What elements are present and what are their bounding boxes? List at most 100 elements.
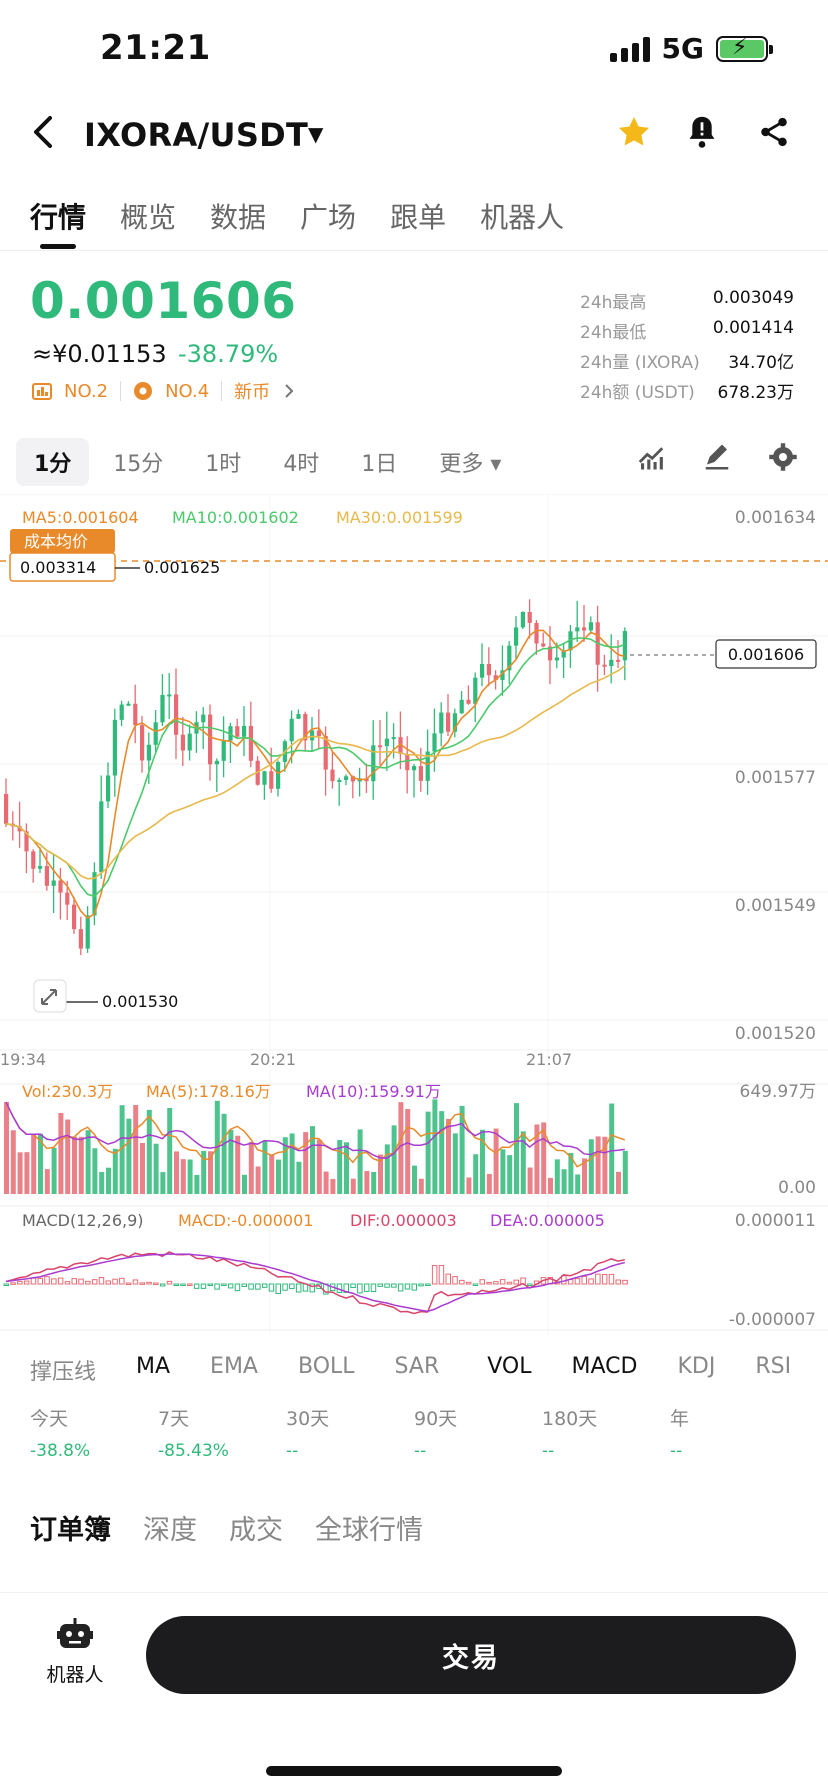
pair-title[interactable]: IXORA/USDT <box>84 116 309 154</box>
draw-pen-icon[interactable] <box>702 442 732 472</box>
candle-body <box>575 627 580 632</box>
candle-body <box>439 712 444 734</box>
time-axis-label: 20:21 <box>250 1050 296 1069</box>
macd-bar <box>44 1276 50 1285</box>
tab-depth[interactable]: 深度 <box>143 1515 197 1546</box>
tab-global[interactable]: 全球行情 <box>315 1515 423 1546</box>
volume-bar <box>44 1169 50 1194</box>
tab-square[interactable]: 广场 <box>300 201 357 234</box>
back-arrow-icon <box>34 116 52 148</box>
tf-15m[interactable]: 15分 <box>113 452 164 477</box>
ind-kdj[interactable]: KDJ <box>677 1354 716 1379</box>
macd-bar <box>282 1283 288 1291</box>
volume-bar <box>466 1177 472 1194</box>
candle-body <box>548 646 553 661</box>
tf-1d[interactable]: 1日 <box>361 452 398 477</box>
perf-label: 30天 <box>286 1408 330 1430</box>
tab-underline <box>40 244 76 249</box>
candle-body <box>446 712 451 732</box>
candle-body <box>602 664 607 667</box>
tf-1h[interactable]: 1时 <box>205 452 242 477</box>
signal-icon <box>609 36 650 62</box>
volume-bar <box>119 1105 125 1194</box>
favorite-star-icon[interactable] <box>612 110 656 154</box>
candle-body <box>133 703 138 726</box>
ind-vol[interactable]: VOL <box>487 1354 532 1379</box>
volume-bar <box>446 1118 451 1194</box>
tf-1m[interactable]: 1分 <box>16 438 90 486</box>
settings-gear-icon[interactable] <box>768 442 798 472</box>
ma30-legend: MA30:0.001599 <box>336 508 463 527</box>
tab-trades[interactable]: 成交 <box>229 1515 283 1546</box>
ind-support[interactable]: 撑压线 <box>30 1360 97 1385</box>
rank-icon <box>32 383 52 400</box>
volume-bar <box>146 1109 152 1194</box>
macd-bar <box>248 1283 254 1290</box>
macd-bar <box>91 1279 98 1285</box>
candle-body <box>527 612 532 623</box>
candle-body <box>616 659 621 662</box>
tab-overview[interactable]: 概览 <box>120 201 177 234</box>
price-alert-icon[interactable] <box>680 110 724 154</box>
volume-bar <box>378 1154 383 1194</box>
trade-label: 交易 <box>442 1642 500 1674</box>
ma-lines-layer <box>5 629 626 920</box>
volume-bar <box>255 1166 261 1194</box>
macd-bar <box>384 1283 390 1288</box>
time-axis-label: 21:07 <box>526 1050 572 1069</box>
expand-icon[interactable] <box>33 979 67 1013</box>
macd-bar <box>275 1283 281 1294</box>
volume-bar <box>228 1129 234 1194</box>
volume-bar <box>51 1147 57 1194</box>
candle-body <box>248 725 253 761</box>
ind-rsi[interactable]: RSI <box>755 1354 792 1379</box>
ind-sar[interactable]: SAR <box>394 1354 440 1379</box>
tf-more[interactable]: 更多 ▾ <box>439 452 502 477</box>
volume-bar <box>493 1128 499 1194</box>
volume-bar <box>4 1102 9 1194</box>
candle-body <box>391 737 396 740</box>
tab-market[interactable]: 行情 <box>30 201 87 234</box>
volume-bar <box>78 1136 84 1194</box>
kline-chart[interactable]: MA5:0.001604 MA10:0.001602 MA30:0.001599… <box>0 494 828 1344</box>
volume-bar <box>337 1140 343 1194</box>
macd-title: MACD(12,26,9) <box>22 1211 144 1230</box>
volume-bar <box>568 1152 574 1194</box>
ind-ema[interactable]: EMA <box>210 1354 258 1379</box>
stat-value: 0.003049 <box>712 288 794 308</box>
ind-ma[interactable]: MA <box>136 1354 171 1379</box>
chart-tools <box>636 442 798 472</box>
time-axis-label: 19:34 <box>0 1050 46 1069</box>
tab-copytrade[interactable]: 跟单 <box>390 201 447 234</box>
stat-value: 34.70亿 <box>728 353 794 373</box>
price-axis-label: 0.001520 <box>735 1024 816 1044</box>
candle-body <box>582 627 587 631</box>
tab-orderbook[interactable]: 订单簿 <box>30 1515 111 1546</box>
tf-4h[interactable]: 4时 <box>283 452 320 477</box>
back-button[interactable] <box>26 112 62 152</box>
robot-button[interactable]: 机器人 <box>40 1618 110 1687</box>
current-price-tag-bg <box>715 639 817 669</box>
volume-bar <box>595 1136 601 1194</box>
vol-axis-label: 649.97万 <box>740 1082 816 1102</box>
ind-boll[interactable]: BOLL <box>297 1354 355 1379</box>
volume-bar <box>248 1141 254 1194</box>
volume-bar <box>282 1137 288 1194</box>
volume-bar <box>72 1136 77 1194</box>
tab-bot[interactable]: 机器人 <box>480 201 565 234</box>
rank-row[interactable]: NO.2 NO.4 新币 <box>32 378 296 404</box>
volume-bars-layer <box>4 1099 628 1194</box>
candle-body <box>146 744 151 761</box>
macd-bar <box>23 1280 30 1285</box>
indicator-icon[interactable] <box>636 442 666 472</box>
macd-bar <box>486 1281 492 1285</box>
share-icon[interactable] <box>752 110 796 154</box>
pair-dropdown-icon[interactable]: ▼ <box>308 122 324 146</box>
candle-body <box>371 745 376 782</box>
candle-body <box>99 801 104 873</box>
vol-ma5-legend: MA(5):178.16万 <box>146 1082 271 1101</box>
ind-macd[interactable]: MACD <box>571 1354 638 1379</box>
trade-button[interactable]: 交易 <box>146 1616 796 1694</box>
tab-data[interactable]: 数据 <box>210 201 267 234</box>
candle-body <box>235 726 240 737</box>
